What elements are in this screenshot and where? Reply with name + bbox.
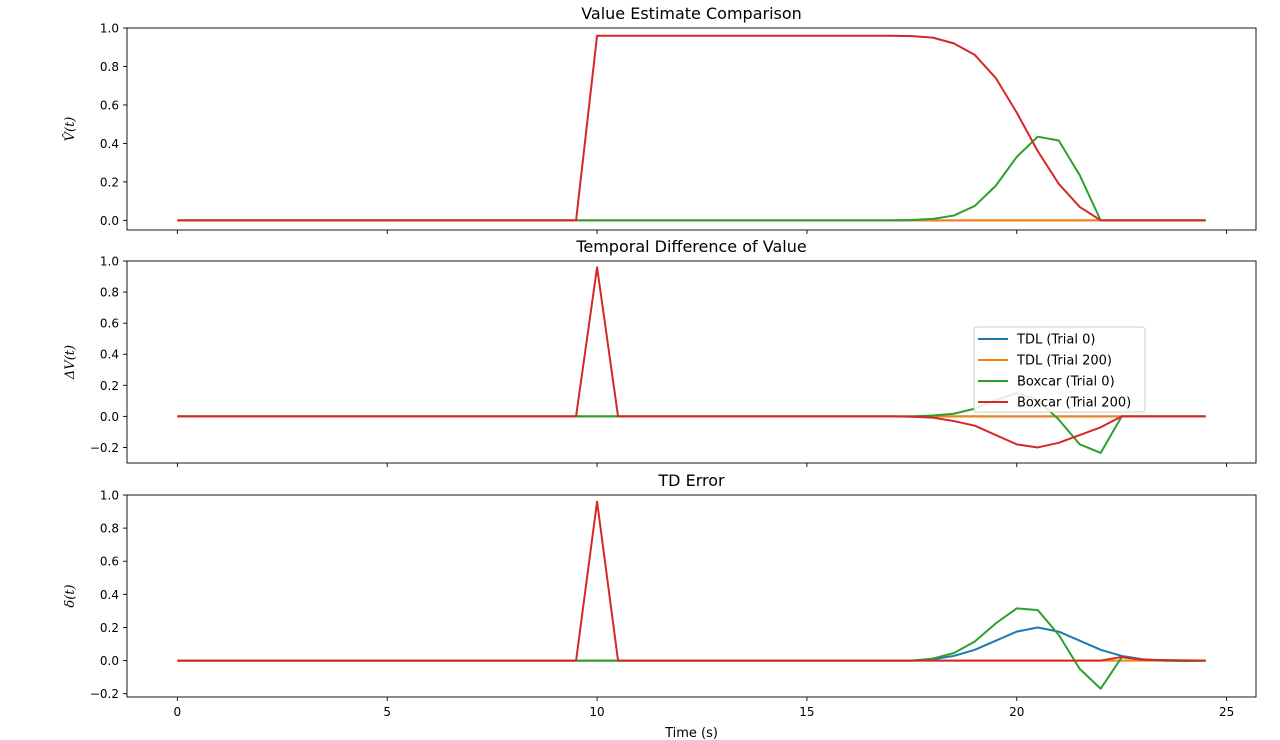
x-tick-label: 20 (1009, 705, 1024, 719)
y-tick-label: 0.2 (100, 175, 119, 189)
y-axis-label: δ(t) (63, 584, 78, 607)
y-tick-label: 0.2 (100, 621, 119, 635)
axes-frame (126, 494, 1257, 698)
panel-value-estimate: Value Estimate Comparison 0.0 0.2 0.4 0.6 0.8… (62, 4, 1257, 234)
y-axis-label: ΔV(t) (63, 345, 78, 380)
x-tick-label: 10 (589, 705, 604, 719)
y-axis-label: V̂(t) (62, 117, 78, 142)
y-tick-label: −0.2 (90, 441, 119, 455)
x-tick-label: 25 (1219, 705, 1234, 719)
y-tick-label: 0.8 (100, 286, 119, 300)
panel-td-error: TD Error −0.2 0.0 0.2 0.4 0.6 0.8 1.0 0 5 10 15 20 25… (63, 471, 1257, 740)
y-tick-label: 1.0 (100, 489, 119, 503)
axes-frame (126, 260, 1257, 464)
panel-title: Value Estimate Comparison (581, 4, 802, 23)
y-tick-label: 0.6 (100, 317, 119, 331)
panel-title: TD Error (657, 471, 725, 490)
legend-box (973, 326, 1146, 413)
series-line-boxcar-trial-200 (177, 500, 1206, 662)
y-tick-label: 0.0 (100, 214, 119, 228)
y-tick-label: 0.0 (100, 410, 119, 424)
y-tick-label: −0.2 (90, 687, 119, 701)
legend-label: TDL (Trial 0) (1016, 333, 1095, 348)
y-tick-label: 0.4 (100, 588, 119, 602)
panel-temporal-difference: Temporal Difference of Value −0.2 0.0 0.2 0.… (63, 237, 1257, 467)
y-tick-label: 0.4 (100, 137, 119, 151)
legend-label: Boxcar (Trial 200) (1017, 396, 1131, 411)
series-line-tdl-trial-0 (177, 626, 1206, 662)
x-tick-label: 15 (799, 705, 814, 719)
axes-frame (126, 27, 1257, 231)
x-tick-label: 5 (383, 705, 391, 719)
series-line-boxcar-trial-200 (177, 34, 1206, 222)
series-line-boxcar-trial-0 (177, 607, 1206, 690)
legend-label: TDL (Trial 200) (1016, 354, 1112, 369)
x-axis-label: Time (s) (664, 726, 718, 740)
series-line-boxcar-trial-0 (177, 135, 1206, 222)
y-tick-label: 0.8 (100, 60, 119, 74)
legend: TDL (Trial 0) TDL (Trial 200) Boxcar (Tria… (973, 326, 1146, 413)
y-tick-label: 1.0 (100, 255, 119, 269)
panel-title: Temporal Difference of Value (575, 237, 806, 256)
legend-label: Boxcar (Trial 0) (1017, 375, 1115, 390)
y-tick-label: 0.8 (100, 522, 119, 536)
y-tick-label: 0.6 (100, 555, 119, 569)
y-tick-label: 0.2 (100, 379, 119, 393)
y-tick-label: 0.6 (100, 98, 119, 112)
x-tick-label: 0 (174, 705, 182, 719)
y-tick-label: 1.0 (100, 22, 119, 36)
y-tick-label: 0.4 (100, 348, 119, 362)
series-line-boxcar-trial-200 (177, 266, 1206, 449)
y-tick-label: 0.0 (100, 654, 119, 668)
